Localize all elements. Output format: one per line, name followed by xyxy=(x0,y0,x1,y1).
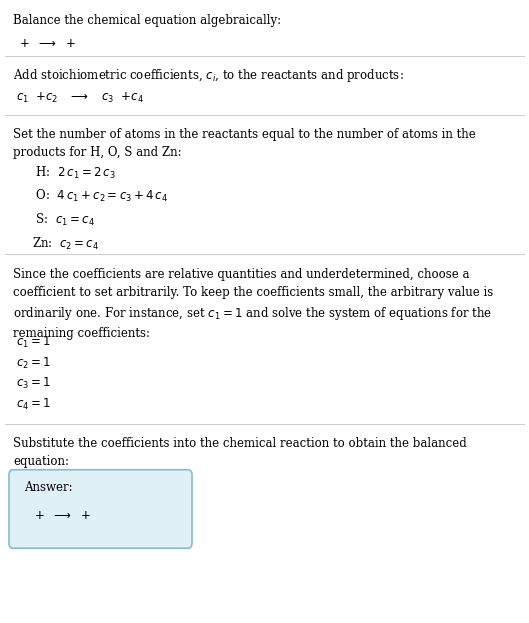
Text: Since the coefficients are relative quantities and underdetermined, choose a
coe: Since the coefficients are relative quan… xyxy=(13,268,494,340)
Text: $c_2 = 1$: $c_2 = 1$ xyxy=(16,356,51,371)
Text: $c_4 = 1$: $c_4 = 1$ xyxy=(16,397,51,412)
Text: Zn:  $c_2 = c_4$: Zn: $c_2 = c_4$ xyxy=(32,235,98,252)
Text: $c_1$  $+c_2$   $\longrightarrow$   $c_3$  $+c_4$: $c_1$ $+c_2$ $\longrightarrow$ $c_3$ $+c… xyxy=(16,91,144,105)
Text: $c_3 = 1$: $c_3 = 1$ xyxy=(16,376,51,391)
Text: Answer:: Answer: xyxy=(24,481,72,494)
Text: $+$  $\longrightarrow$  $+$: $+$ $\longrightarrow$ $+$ xyxy=(19,37,75,50)
Text: S:  $c_1 = c_4$: S: $c_1 = c_4$ xyxy=(32,212,95,228)
Text: Set the number of atoms in the reactants equal to the number of atoms in the
pro: Set the number of atoms in the reactants… xyxy=(13,128,476,159)
Text: Add stoichiometric coefficients, $c_i$, to the reactants and products:: Add stoichiometric coefficients, $c_i$, … xyxy=(13,67,404,84)
Text: Substitute the coefficients into the chemical reaction to obtain the balanced
eq: Substitute the coefficients into the che… xyxy=(13,437,467,468)
Text: Balance the chemical equation algebraically:: Balance the chemical equation algebraica… xyxy=(13,14,281,27)
Text: $+$  $\longrightarrow$  $+$: $+$ $\longrightarrow$ $+$ xyxy=(34,509,91,522)
Text: H:  $2\,c_1 = 2\,c_3$: H: $2\,c_1 = 2\,c_3$ xyxy=(32,164,115,181)
FancyBboxPatch shape xyxy=(9,470,192,548)
Text: O:  $4\,c_1+c_2 = c_3+4\,c_4$: O: $4\,c_1+c_2 = c_3+4\,c_4$ xyxy=(32,188,168,204)
Text: $c_1 = 1$: $c_1 = 1$ xyxy=(16,335,51,350)
